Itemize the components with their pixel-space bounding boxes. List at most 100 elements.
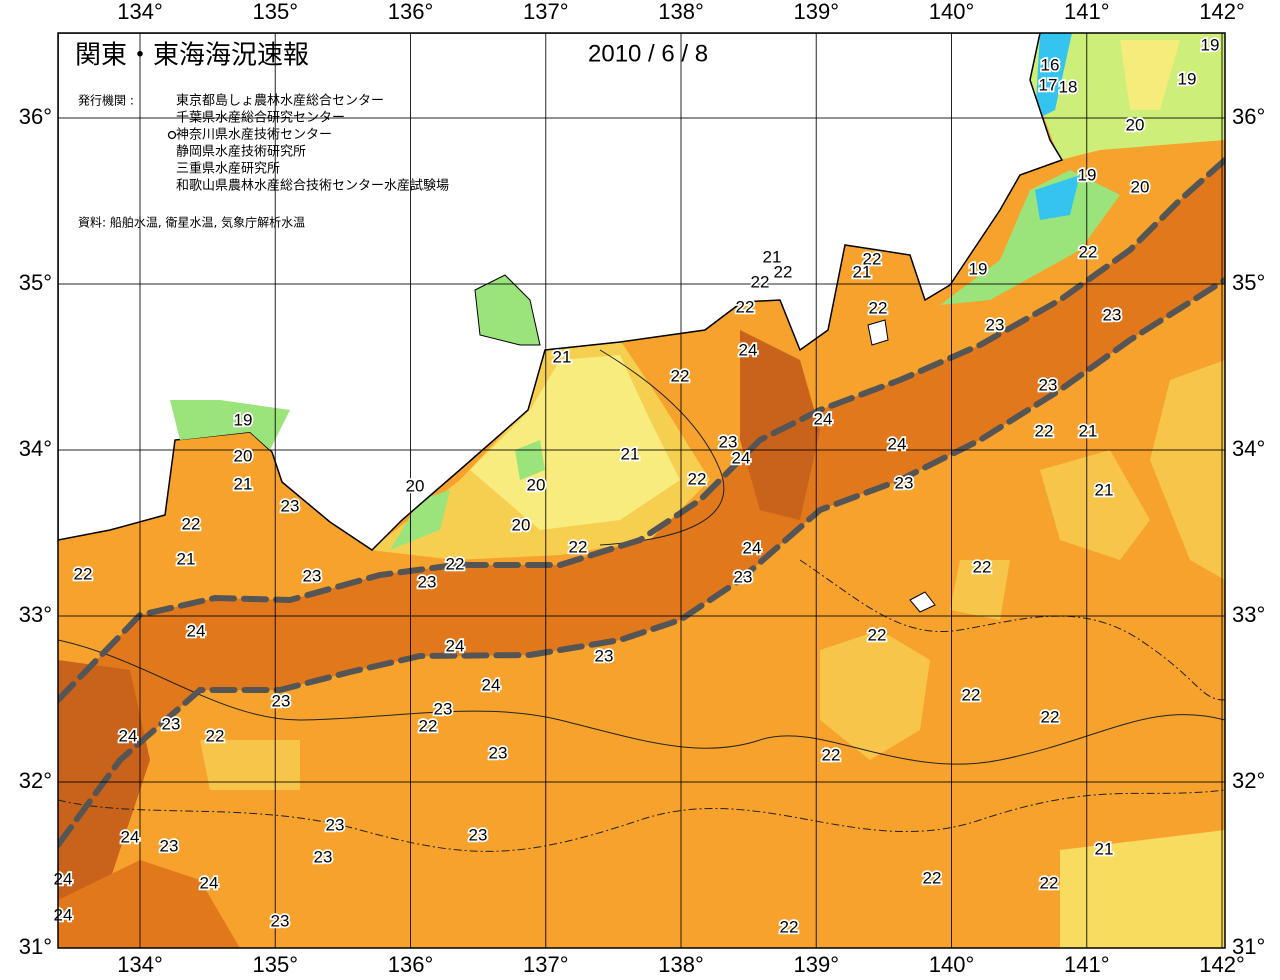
isotherm: [599, 349, 725, 546]
lat-tick-label: 33°: [19, 602, 52, 627]
sst-area: [950, 560, 1010, 620]
kuroshio-south-edge: [58, 277, 1225, 848]
lon-tick-label: 134°: [117, 952, 163, 977]
sst-area: [1035, 175, 1080, 220]
isotherm: [58, 639, 1225, 765]
lat-tick-label: 31°: [19, 934, 52, 959]
contour-label: 24: [119, 726, 138, 745]
issuer: 三重県水産研究所: [176, 161, 280, 177]
contour-label: 24: [739, 340, 758, 359]
lat-tick-label: 34°: [1232, 436, 1265, 461]
lat-tick-label: 35°: [1232, 270, 1265, 295]
lat-tick-label: 35°: [19, 270, 52, 295]
map-title: 関東・東海海況速報: [75, 41, 309, 71]
lon-tick-label: 134°: [117, 0, 163, 24]
issuer: 和歌山県農林水産総合技術センター水産試験場: [176, 178, 449, 194]
sst-area: [820, 630, 930, 760]
contour-label: 23: [734, 567, 753, 586]
map-date: 2010 / 6 / 8: [588, 40, 708, 67]
contour-label: 22: [736, 297, 755, 316]
issuer-label: 発行機関 :: [78, 93, 134, 108]
contour-label: 19: [1178, 69, 1197, 88]
contour-label: 20: [234, 446, 253, 465]
contour-label: 23: [162, 714, 181, 733]
contour-label: 24: [121, 827, 140, 846]
lon-tick-label: 142°: [1199, 0, 1245, 24]
lon-tick-label: 139°: [793, 0, 839, 24]
contour-label: 22: [688, 469, 707, 488]
issuer: 千葉県水産総合研究センター: [176, 110, 345, 126]
isotherm: [799, 559, 1225, 701]
lon-tick-label: 139°: [793, 952, 839, 977]
contour-label: 19: [1201, 35, 1220, 54]
lon-tick-label: 141°: [1064, 952, 1110, 977]
contour-label: 23: [986, 315, 1005, 334]
contour-label: 22: [774, 262, 793, 281]
lat-tick-label: 31°: [1232, 934, 1265, 959]
sst-area: [1030, 33, 1225, 160]
sst-area: [170, 400, 290, 450]
contour-label: 21: [621, 444, 640, 463]
contour-label: 22: [182, 514, 201, 533]
contour-label: 23: [595, 646, 614, 665]
contour-label: 21: [177, 549, 196, 568]
contour-label: 17: [1039, 75, 1058, 94]
lat-tick-label: 32°: [1232, 768, 1265, 793]
contour-label: 22: [923, 868, 942, 887]
data-source: 資料: 船舶水温, 衛星水温, 気象庁解析水温: [78, 215, 305, 230]
lon-tick-label: 136°: [388, 952, 434, 977]
contour-label: 21: [553, 347, 572, 366]
lon-tick-label: 136°: [388, 0, 434, 24]
sst-area: [740, 330, 820, 520]
contour-label: 21: [1095, 839, 1114, 858]
contour-label: 23: [271, 911, 290, 930]
lon-tick-label: 137°: [523, 0, 569, 24]
contour-label: 24: [187, 621, 206, 640]
sst-area: [474, 274, 541, 346]
kuroshio-north-edge: [58, 157, 1225, 703]
contour-label: 24: [743, 538, 762, 557]
sst-area: [390, 490, 450, 550]
lon-tick-label: 138°: [658, 0, 704, 24]
contour-label: 20: [1131, 177, 1150, 196]
contour-label: 23: [719, 432, 738, 451]
contour-label: 22: [868, 625, 887, 644]
contour-label: 22: [419, 716, 438, 735]
contour-label: 22: [569, 537, 588, 556]
lon-tick-label: 142°: [1199, 952, 1245, 977]
contour-label: 23: [1103, 305, 1122, 324]
contour-label: 22: [863, 249, 882, 268]
issuer: 東京都島しょ農林水産総合センター: [176, 93, 384, 109]
contour-label: 22: [869, 298, 888, 317]
contour-label: 23: [895, 473, 914, 492]
contour-label: 20: [1126, 115, 1145, 134]
contour-label: 23: [469, 825, 488, 844]
lon-tick-label: 135°: [252, 952, 298, 977]
lon-tick-label: 138°: [658, 952, 704, 977]
contour-label: 21: [853, 262, 872, 281]
issuer: 神奈川県水産技術センター: [176, 127, 332, 143]
contour-label: 16: [1041, 55, 1060, 74]
contour-label: 20: [512, 515, 531, 534]
contour-label: 20: [527, 475, 546, 494]
sst-area: [1150, 360, 1225, 580]
contour-label: 22: [822, 745, 841, 764]
contour-label: 22: [671, 366, 690, 385]
contour-label: 23: [489, 743, 508, 762]
contour-label: 22: [1079, 242, 1098, 261]
contour-label: 24: [482, 675, 501, 694]
sst-area: [1040, 450, 1150, 560]
contour-label: 24: [446, 636, 465, 655]
issuer: 静岡県水産技術研究所: [176, 144, 306, 160]
lon-tick-label: 137°: [523, 952, 569, 977]
sst-area: [1035, 33, 1072, 120]
contour-label: 22: [206, 726, 225, 745]
contour-label: 20: [406, 476, 425, 495]
contour-label: 23: [326, 815, 345, 834]
contour-label: 23: [1039, 375, 1058, 394]
issuer-marker: [167, 130, 177, 140]
lon-tick-label: 140°: [929, 952, 975, 977]
